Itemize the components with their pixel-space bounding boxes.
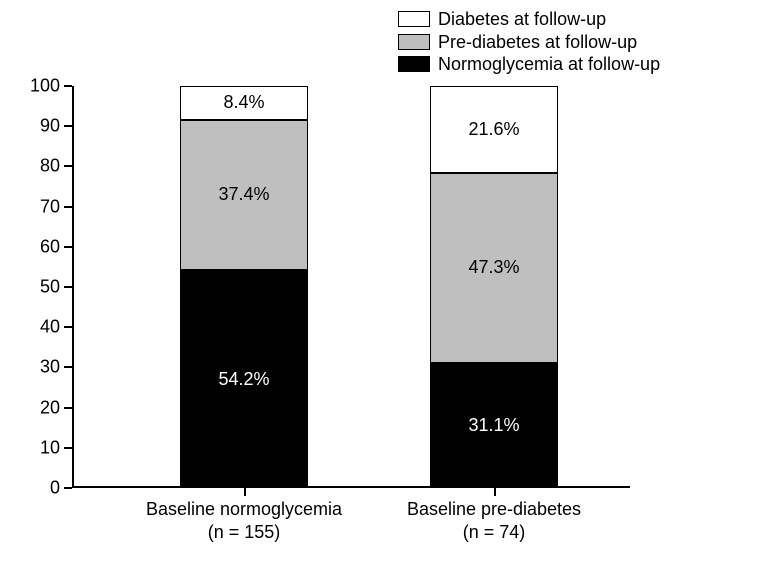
- bar-segment-prediabetes: 37.4%: [180, 120, 308, 270]
- y-axis: [72, 86, 74, 488]
- legend-item-diabetes: Diabetes at follow-up: [398, 8, 660, 31]
- bar-segment-label: 8.4%: [223, 92, 264, 113]
- bar-segment-prediabetes: 47.3%: [430, 173, 558, 363]
- x-label-group: Baseline normoglycemia(n = 155): [146, 488, 342, 543]
- x-label-line1: Baseline normoglycemia: [146, 498, 342, 521]
- x-label-group: Baseline pre-diabetes(n = 74): [407, 488, 581, 543]
- legend-label-normoglycemia: Normoglycemia at follow-up: [438, 53, 660, 76]
- legend-label-diabetes: Diabetes at follow-up: [438, 8, 606, 31]
- bar-segment-label: 54.2%: [218, 369, 269, 390]
- legend-item-prediabetes: Pre-diabetes at follow-up: [398, 31, 660, 54]
- bar-group-0: 54.2% 37.4% 8.4%: [180, 86, 308, 488]
- y-tick-label: 60: [40, 236, 72, 257]
- y-tick-label: 80: [40, 156, 72, 177]
- bar-segment-normo: 54.2%: [180, 270, 308, 488]
- bar-segment-diabetes: 21.6%: [430, 86, 558, 173]
- x-label-line1: Baseline pre-diabetes: [407, 498, 581, 521]
- y-tick-label: 100: [30, 76, 72, 97]
- legend-item-normoglycemia: Normoglycemia at follow-up: [398, 53, 660, 76]
- y-tick-label: 0: [50, 478, 72, 499]
- bar-segment-diabetes: 8.4%: [180, 86, 308, 120]
- figure: Diabetes at follow-up Pre-diabetes at fo…: [0, 0, 760, 583]
- legend-label-prediabetes: Pre-diabetes at follow-up: [438, 31, 637, 54]
- plot-area: 010203040506070809010054.2%37.4%8.4%Base…: [72, 86, 630, 488]
- legend-swatch-normoglycemia: [398, 56, 430, 72]
- x-label-line2: (n = 74): [407, 521, 581, 544]
- bar-segment-label: 37.4%: [218, 184, 269, 205]
- y-tick-label: 40: [40, 317, 72, 338]
- legend-swatch-prediabetes: [398, 34, 430, 50]
- bar-group-1: 31.1% 47.3% 21.6%: [430, 86, 558, 488]
- bar-segment-label: 21.6%: [468, 119, 519, 140]
- x-label-line2: (n = 155): [146, 521, 342, 544]
- y-tick-label: 30: [40, 357, 72, 378]
- bar-segment-label: 47.3%: [468, 257, 519, 278]
- y-tick-label: 10: [40, 437, 72, 458]
- bar-segment-label: 31.1%: [468, 415, 519, 436]
- y-tick-label: 20: [40, 397, 72, 418]
- y-tick-label: 90: [40, 116, 72, 137]
- y-tick-label: 50: [40, 277, 72, 298]
- bar-segment-normo: 31.1%: [430, 363, 558, 488]
- y-tick-label: 70: [40, 196, 72, 217]
- legend: Diabetes at follow-up Pre-diabetes at fo…: [398, 8, 660, 76]
- legend-swatch-diabetes: [398, 11, 430, 27]
